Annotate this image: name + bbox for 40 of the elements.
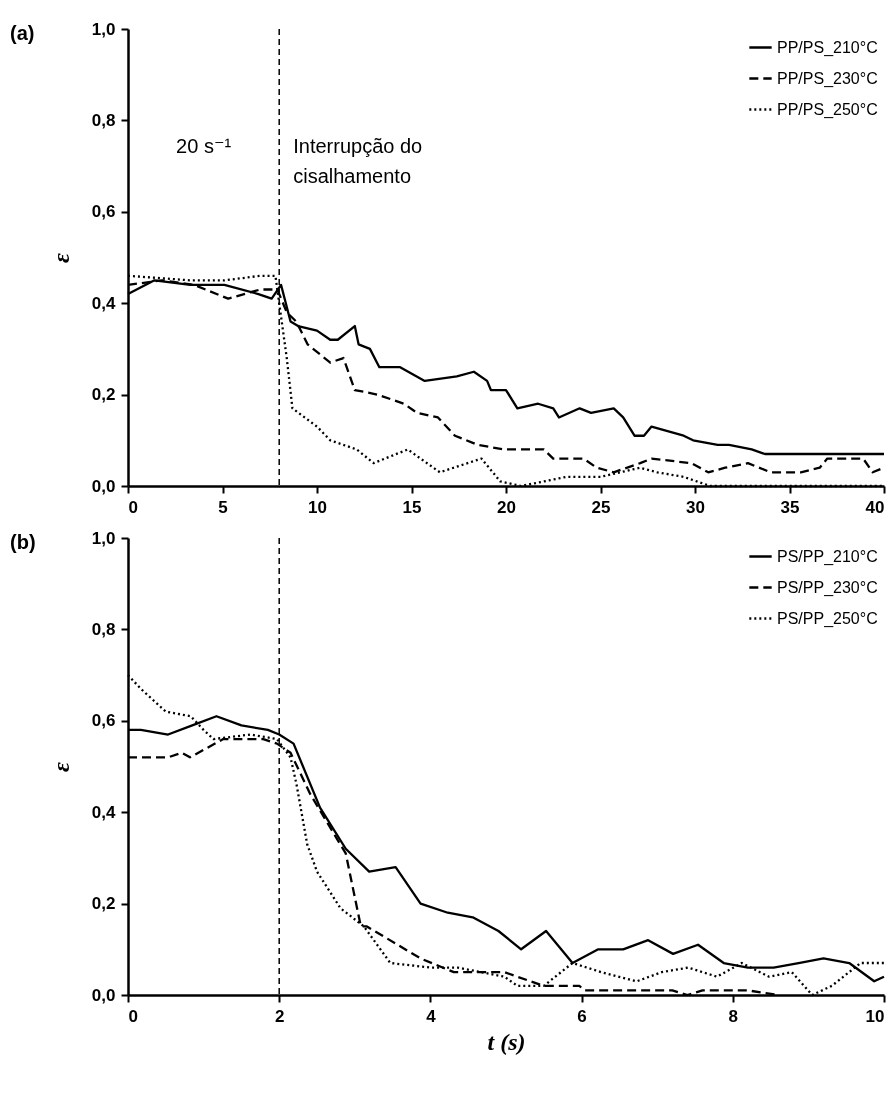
y-tick-label: 0,6: [91, 202, 116, 222]
x-tick-label: 10: [308, 497, 327, 517]
y-tick-label: 1,0: [91, 19, 116, 39]
legend-label: PP/PS_230°C: [777, 69, 878, 88]
x-tick-label: 25: [591, 497, 611, 517]
x-tick-label: 20: [497, 497, 516, 517]
x-tick-label: 6: [577, 1006, 587, 1026]
x-tick-label: 10: [865, 1006, 885, 1026]
y-tick-label: 0,0: [91, 476, 116, 496]
x-tick-label: 5: [218, 497, 228, 517]
legend-label: PP/PS_250°C: [777, 100, 878, 119]
y-tick-label: 0,8: [91, 110, 116, 130]
x-tick-label: 2: [274, 1006, 285, 1026]
y-tick-label: 0,0: [91, 985, 116, 1005]
x-tick-label: 0: [128, 497, 138, 517]
annotation: 20 s⁻¹: [176, 135, 232, 157]
x-tick-label: 8: [728, 1006, 739, 1026]
y-tick-label: 0,2: [91, 894, 116, 914]
chart-title: (b): [10, 531, 36, 553]
chart-title: (a): [10, 22, 35, 44]
x-tick-label: 4: [426, 1006, 437, 1026]
y-tick-label: 1,0: [91, 528, 116, 548]
x-tick-label: 40: [865, 497, 885, 517]
x-tick-label: 15: [402, 497, 422, 517]
legend-label: PS/PP_230°C: [777, 578, 878, 597]
y-tick-label: 0,4: [91, 802, 117, 822]
x-tick-label: 35: [780, 497, 800, 517]
x-tick-label: 0: [128, 1006, 138, 1026]
x-axis-title: t (s): [487, 1028, 526, 1055]
y-axis-title: ε: [47, 761, 74, 772]
y-tick-label: 0,2: [91, 385, 116, 405]
y-axis-title: ε: [47, 252, 74, 263]
legend-label: PS/PP_250°C: [777, 609, 878, 628]
legend-label: PS/PP_210°C: [777, 547, 878, 566]
legend-label: PP/PS_210°C: [777, 38, 878, 57]
y-tick-label: 0,6: [91, 711, 116, 731]
y-tick-label: 0,4: [91, 293, 117, 313]
y-tick-label: 0,8: [91, 619, 116, 639]
ref-line-label: Interrupção do cisalhamento: [293, 135, 423, 187]
x-tick-label: 30: [686, 497, 705, 517]
